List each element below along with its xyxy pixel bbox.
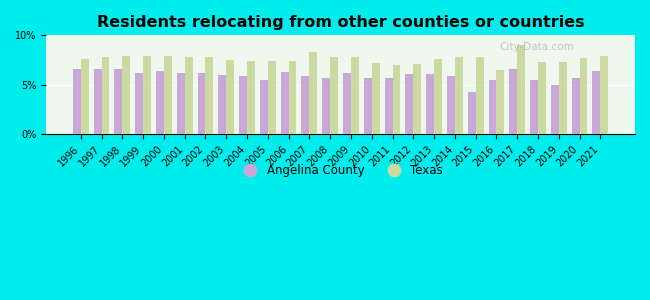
Bar [447, 76, 455, 134]
Bar [364, 78, 372, 134]
Bar [122, 56, 130, 134]
Bar [309, 52, 317, 134]
Bar [268, 61, 276, 134]
Title: Residents relocating from other counties or countries: Residents relocating from other counties… [97, 15, 584, 30]
Bar [580, 58, 588, 134]
Bar [289, 61, 296, 134]
Bar [260, 80, 268, 134]
Bar [497, 70, 504, 134]
Bar [372, 63, 380, 134]
Bar [94, 69, 101, 134]
Bar [322, 78, 330, 134]
Bar [406, 74, 413, 134]
Bar [517, 45, 525, 134]
Bar [101, 57, 109, 134]
Bar [476, 57, 484, 134]
Bar [592, 71, 601, 134]
Bar [239, 76, 247, 134]
Bar [351, 57, 359, 134]
Bar [559, 62, 567, 134]
Bar [73, 69, 81, 134]
Bar [455, 57, 463, 134]
Bar [393, 65, 400, 134]
Bar [164, 56, 172, 134]
Bar [198, 73, 205, 134]
Bar [281, 72, 289, 134]
Bar [143, 56, 151, 134]
Bar [330, 57, 338, 134]
Bar [226, 60, 234, 134]
Bar [413, 64, 421, 134]
Bar [205, 57, 213, 134]
Bar [571, 78, 580, 134]
Bar [185, 57, 192, 134]
Bar [510, 69, 517, 134]
Text: City-Data.com: City-Data.com [500, 42, 575, 52]
Bar [434, 59, 442, 134]
Bar [81, 59, 88, 134]
Bar [538, 62, 546, 134]
Bar [343, 73, 351, 134]
Bar [530, 80, 538, 134]
Bar [385, 78, 393, 134]
Bar [135, 73, 143, 134]
Bar [601, 56, 608, 134]
Legend: Angelina County, Texas: Angelina County, Texas [233, 160, 448, 182]
Bar [114, 69, 122, 134]
Bar [489, 80, 497, 134]
Bar [177, 73, 185, 134]
Bar [302, 76, 309, 134]
Bar [247, 61, 255, 134]
Bar [551, 85, 559, 134]
Bar [218, 75, 226, 134]
Bar [426, 74, 434, 134]
Bar [468, 92, 476, 134]
Bar [156, 71, 164, 134]
